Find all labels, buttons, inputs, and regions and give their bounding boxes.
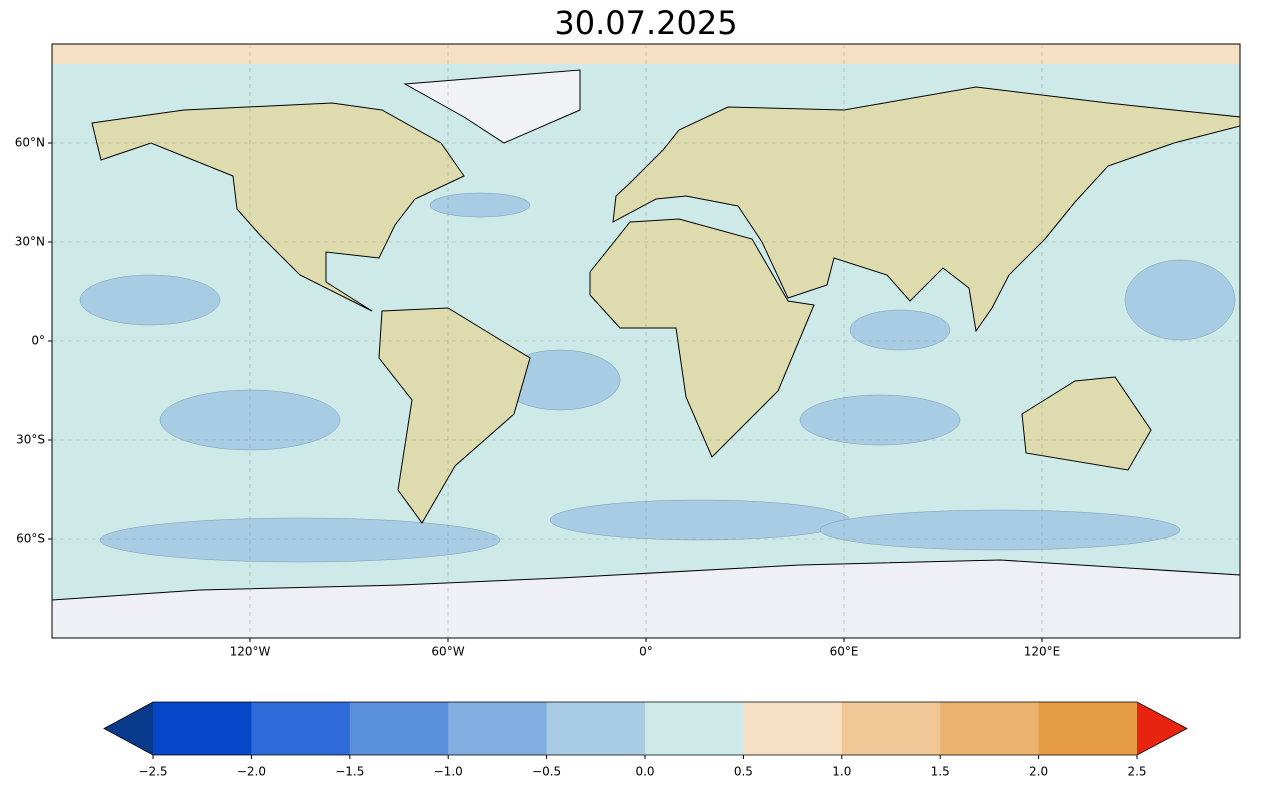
lat-tick-label: 60°S (16, 532, 45, 546)
greenland (403, 69, 581, 144)
lon-tick-label: 120°W (230, 645, 271, 659)
colorbar-tick-label: 1.0 (832, 765, 851, 779)
north-america (91, 102, 465, 312)
colorbar-segment (1038, 702, 1138, 755)
map (51, 43, 1241, 639)
lat-tick-label: 60°N (15, 136, 45, 150)
colorbar-tick-label: −0.5 (532, 765, 561, 779)
colorbar-tick-label: 2.5 (1127, 765, 1146, 779)
lat-tick-label: 30°N (15, 235, 45, 249)
colorbar-segment (349, 702, 449, 755)
lat-tick-label: 30°S (16, 433, 45, 447)
australia (1021, 376, 1152, 471)
colorbar-tick-label: 2.0 (1029, 765, 1048, 779)
lon-tick-label: 0° (639, 645, 653, 659)
eurasia (612, 86, 1241, 333)
colorbar-tick-label: −1.5 (335, 765, 364, 779)
lon-tick-label: 60°E (830, 645, 859, 659)
colorbar-tick-label: 0.5 (734, 765, 753, 779)
colorbar-segment (251, 702, 351, 755)
colorbar-segment (841, 702, 941, 755)
lon-tick-label: 120°E (1024, 645, 1061, 659)
colorbar-segment (546, 702, 646, 755)
colorbar-segment (645, 702, 744, 755)
title: 30.07.2025 (554, 4, 737, 42)
colorbar-over (1137, 702, 1187, 755)
lat-tick-label: 0° (31, 334, 45, 348)
colorbar-tick-label: 0.0 (635, 765, 654, 779)
colorbar-under (104, 702, 153, 755)
colorbar-segment (153, 702, 252, 755)
colorbar: −2.5 −2.0 −1.5 −1.0 −0.5 0.0 0.5 1.0 1.5 2.0 2.5 (103, 701, 1188, 779)
colorbar-tick-label: −1.0 (434, 765, 463, 779)
colorbar-segment (940, 702, 1040, 755)
colorbar-tick-label: −2.5 (138, 765, 167, 779)
colorbar-tick-label: −2.0 (237, 765, 266, 779)
lon-tick-label: 60°W (431, 645, 464, 659)
colorbar-tick-label: 1.5 (931, 765, 950, 779)
colorbar-segment (448, 702, 548, 755)
south-america (378, 307, 531, 524)
colorbar-segment (743, 702, 843, 755)
anomaly-blobs (79, 192, 1236, 563)
